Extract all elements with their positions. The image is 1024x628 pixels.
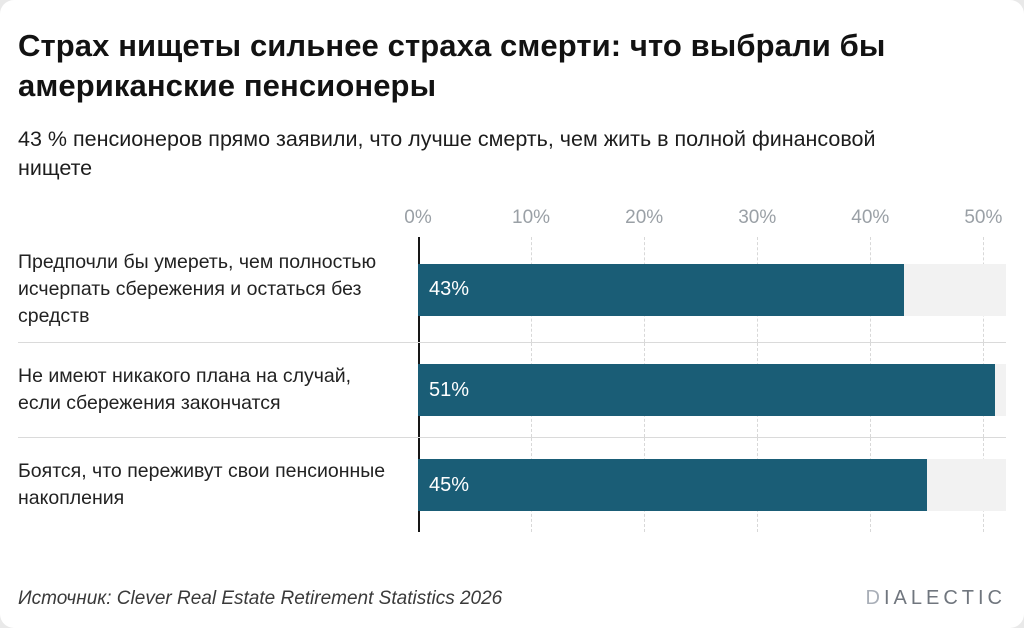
bar-chart: 0% 10% 20% 30% 40% 50% Предпочли бы умереть, … [18,207,1006,533]
dialectic-logo: DIALECTIC [866,587,1006,610]
bar-track: 45% [418,459,1006,512]
category-label: Предпочли бы умереть, чем полностью исче… [18,251,377,328]
axis-label-spacer [18,207,418,237]
subtitle: 43 % пенсионеров прямо заявили, что лучш… [18,127,876,181]
row-plot-area: 43% [418,237,1006,343]
bar: 51% [418,364,995,417]
x-tick-label: 30% [738,207,777,229]
footer: Источник: Clever Real Estate Retirement … [18,571,1006,610]
chart-row: Не имеют никакого плана на случай, если … [18,342,1006,438]
chart-row: Боятся, что переживут свои пенсионные на… [18,437,1006,533]
x-axis: 0% 10% 20% 30% 40% 50% [18,207,1006,237]
chart-rows: Предпочли бы умереть, чем полностью исче… [18,237,1006,533]
x-axis-ticks: 0% 10% 20% 30% 40% 50% [404,207,1006,237]
x-tick-label: 50% [964,207,1003,229]
row-plot-area: 45% [418,438,1006,533]
chart-row: Предпочли бы умереть, чем полностью исче… [18,237,1006,343]
logo-text: IALECTIC [883,587,1006,609]
bar: 43% [418,263,905,316]
logo-mark: D [865,587,884,609]
bar-value-label: 43% [429,278,470,301]
bar: 45% [418,459,927,512]
x-tick-label: 10% [512,207,551,229]
x-tick-label: 20% [625,207,664,229]
category-label: Не имеют никакого плана на случай, если … [18,365,352,415]
x-tick-label: 0% [404,207,432,229]
page-title: Страх нищеты сильнее страха смерти: что … [18,28,886,103]
category-label: Боятся, что переживут свои пенсионные на… [18,460,386,510]
bar-track: 51% [418,364,1006,417]
source-note: Источник: Clever Real Estate Retirement … [18,587,503,609]
bar-track: 43% [418,263,1006,316]
x-tick-label: 40% [851,207,890,229]
bar-value-label: 51% [429,378,470,401]
bar-value-label: 45% [429,473,470,496]
row-plot-area: 51% [418,343,1006,438]
